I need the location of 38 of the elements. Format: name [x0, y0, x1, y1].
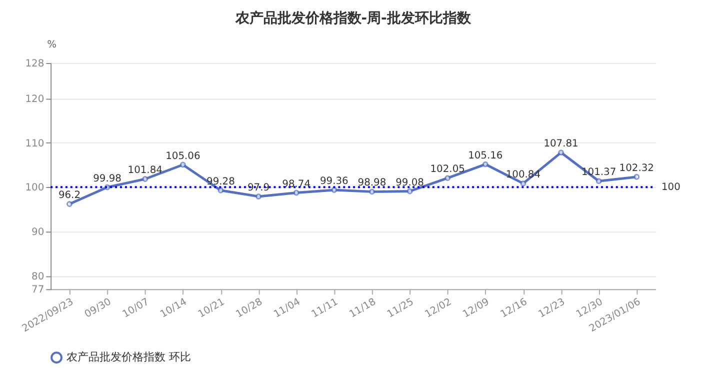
point — [406, 188, 413, 194]
y-tick-label: 128 — [25, 58, 44, 70]
point — [180, 162, 186, 168]
data-label: 101.84 — [128, 165, 162, 176]
point — [142, 176, 148, 182]
point — [369, 188, 375, 195]
data-label: 98.74 — [282, 178, 311, 190]
y-tick-label: 90 — [32, 226, 44, 238]
ref-line-label: 100 — [661, 182, 680, 194]
data-label: 99.36 — [320, 176, 348, 188]
data-label: 107.81 — [544, 138, 578, 150]
point — [596, 178, 602, 184]
point — [482, 161, 488, 168]
point — [256, 194, 262, 200]
y-axis-title: % — [47, 40, 57, 51]
data-label: 99.08 — [396, 177, 424, 188]
point — [444, 175, 451, 182]
point — [520, 180, 526, 186]
data-label: 99.98 — [93, 173, 122, 184]
y-tick-label: 77 — [32, 284, 44, 296]
legend-label: 农产品批发价格指数 环比 — [66, 350, 191, 364]
point — [634, 174, 640, 180]
y-tick-label: 120 — [25, 94, 44, 105]
y-tick-label: 80 — [32, 271, 44, 282]
point — [66, 201, 72, 207]
point — [293, 190, 300, 196]
data-label: 96.2 — [58, 190, 81, 202]
data-label: 102.32 — [619, 162, 654, 174]
data-label: 102.05 — [430, 164, 465, 176]
data-label: 105.06 — [166, 150, 200, 162]
point — [218, 187, 224, 194]
point — [331, 187, 338, 193]
point — [558, 150, 564, 156]
data-label: 105.16 — [468, 150, 503, 162]
chart-title: 农产品批发价格指数-周-批发环比指数 — [234, 9, 472, 26]
y-tick-label: 110 — [25, 138, 44, 150]
y-tick-label: 100 — [25, 182, 44, 194]
data-label: 98.98 — [358, 178, 386, 189]
